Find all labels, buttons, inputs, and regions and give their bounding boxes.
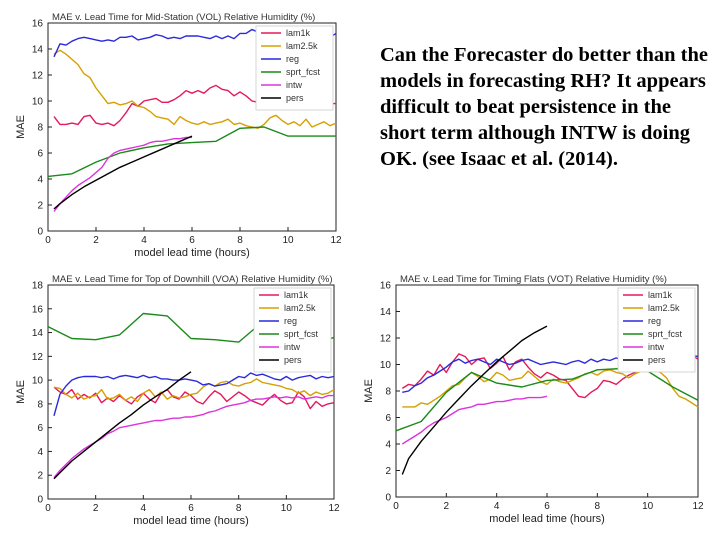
x-tick-label: 8 [595,501,601,512]
y-tick-label: 16 [32,19,44,30]
y-tick-label: 0 [37,227,43,238]
x-tick-label: 12 [328,503,340,514]
y-tick-label: 14 [32,328,44,339]
legend-label-lam2.5k: lam2.5k [286,41,318,51]
legend-label-sprt_fcst: sprt_fcst [284,329,319,339]
y-tick-label: 12 [380,334,392,345]
x-tick-label: 10 [642,501,654,512]
legend-label-reg: reg [648,316,661,326]
legend-label-pers: pers [284,355,302,365]
y-tick-label: 2 [37,471,43,482]
y-tick-label: 6 [37,149,43,160]
x-axis-label: model lead time (hours) [134,247,250,259]
series-line-lam1k [53,386,335,410]
chart-title: MAE v. Lead Time for Timing Flats (VOT) … [400,274,667,285]
y-tick-label: 12 [32,71,44,82]
x-tick-label: 2 [93,235,99,246]
x-tick-label: 0 [45,503,51,514]
legend-label-lam2.5k: lam2.5k [648,303,680,313]
series-line-intw [53,136,192,212]
x-axis-label: model lead time (hours) [133,515,249,527]
legend-label-reg: reg [286,54,299,64]
x-tick-label: 4 [141,235,147,246]
y-tick-label: 6 [385,413,391,424]
series-line-intw [53,394,334,479]
chart-panel-timing-flats: MAE v. Lead Time for Timing Flats (VOT) … [363,270,706,525]
y-tick-label: 8 [385,387,391,398]
legend-box [253,287,332,373]
x-tick-label: 8 [237,235,243,246]
chart-panel-top-of-downhill: MAE v. Lead Time for Top of Downhill (VO… [14,270,344,527]
series-line-pers [53,135,193,210]
series-line-pers [401,325,548,475]
y-tick-label: 4 [37,175,43,186]
x-tick-label: 2 [444,501,450,512]
y-tick-label: 16 [32,304,44,315]
chart-top-of-downhill-svg: MAE v. Lead Time for Top of Downhill (VO… [15,274,340,527]
legend-label-sprt_fcst: sprt_fcst [286,67,321,77]
x-tick-label: 10 [282,235,294,246]
legend-label-intw: intw [648,342,665,352]
x-tick-label: 4 [494,501,500,512]
series-line-sprt_fcst [47,126,336,178]
x-tick-label: 0 [45,235,51,246]
y-tick-label: 8 [37,399,43,410]
legend-label-intw: intw [286,80,303,90]
series-line-lam2.5k [53,49,337,130]
x-tick-label: 6 [544,501,550,512]
y-tick-label: 4 [37,447,43,458]
chart-panel-mid-station: MAE v. Lead Time for Mid-Station (VOL) R… [14,8,344,260]
y-tick-label: 6 [37,423,43,434]
legend-label-lam1k: lam1k [286,28,311,38]
y-tick-label: 4 [385,440,391,451]
x-tick-label: 10 [281,503,293,514]
x-axis-label: model lead time (hours) [489,513,605,525]
y-tick-label: 18 [32,281,44,292]
x-tick-label: 8 [236,503,242,514]
chart-timing-flats-svg: MAE v. Lead Time for Timing Flats (VOT) … [363,274,704,525]
y-tick-label: 0 [37,495,43,506]
chart-mid-station-svg: MAE v. Lead Time for Mid-Station (VOL) R… [15,12,342,259]
y-tick-label: 14 [380,307,392,318]
y-tick-label: 10 [32,97,44,108]
x-tick-label: 6 [188,503,194,514]
legend-box [617,287,696,373]
x-tick-label: 4 [141,503,147,514]
series-line-lam2.5k [53,378,335,403]
y-tick-label: 10 [32,376,44,387]
x-tick-label: 6 [189,235,195,246]
chart-title: MAE v. Lead Time for Mid-Station (VOL) R… [52,12,315,23]
legend-label-lam1k: lam1k [648,290,673,300]
y-tick-label: 12 [32,352,44,363]
legend-label-pers: pers [286,93,304,103]
chart-title: MAE v. Lead Time for Top of Downhill (VO… [52,274,333,285]
x-tick-label: 12 [692,501,704,512]
series-line-reg [53,372,335,416]
x-tick-label: 2 [93,503,99,514]
legend-label-sprt_fcst: sprt_fcst [648,329,683,339]
y-tick-label: 10 [380,360,392,371]
y-tick-label: 14 [32,45,44,56]
legend-label-lam1k: lam1k [284,290,309,300]
y-tick-label: 2 [385,466,391,477]
y-axis-label: MAE [363,379,375,403]
x-tick-label: 12 [330,235,342,246]
legend-box [255,25,334,111]
series-line-pers [53,371,192,480]
slide-notes: Can the Forecaster do better than the mo… [380,44,708,170]
legend-label-pers: pers [648,355,666,365]
y-tick-label: 0 [385,493,391,504]
y-axis-label: MAE [15,115,27,139]
series-line-intw [401,395,548,445]
x-tick-label: 0 [393,501,399,512]
legend-label-reg: reg [284,316,297,326]
y-tick-label: 16 [380,281,392,292]
legend-label-lam2.5k: lam2.5k [284,303,316,313]
y-tick-label: 8 [37,123,43,134]
legend-label-intw: intw [284,342,301,352]
y-axis-label: MAE [15,380,27,404]
y-tick-label: 2 [37,201,43,212]
